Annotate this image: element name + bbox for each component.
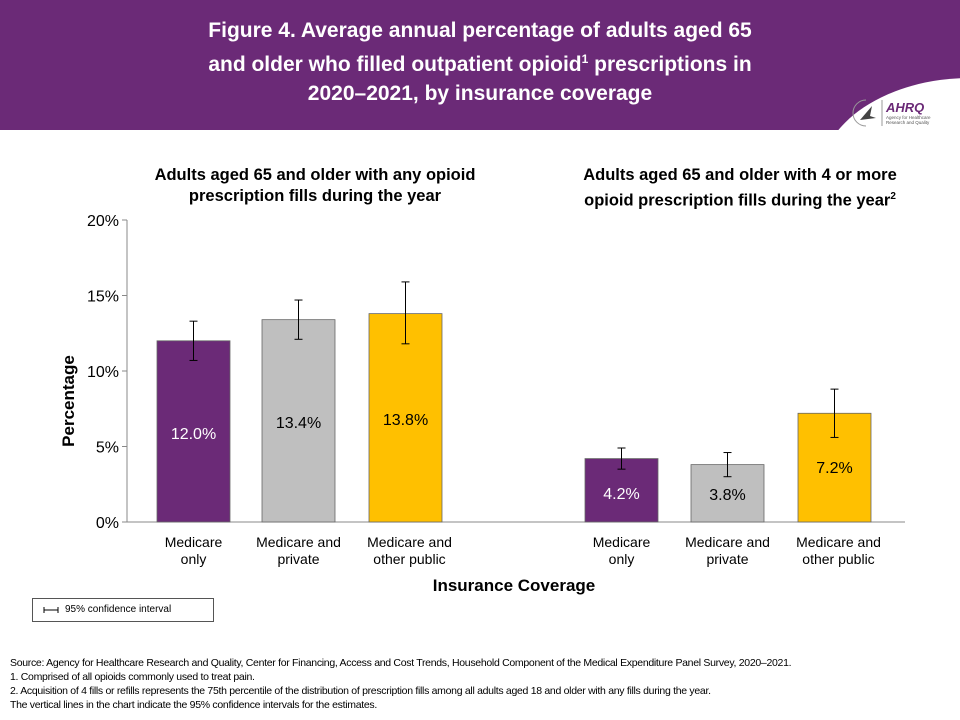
title-line: Figure 4. Average annual percentage of a… [208, 19, 752, 42]
title-sup: 1 [581, 52, 589, 66]
title-text: prescriptions in [588, 53, 752, 76]
header-background [0, 0, 960, 130]
header-banner [0, 0, 960, 130]
svg-text:AHRQ: AHRQ [885, 100, 924, 115]
panel-title-text: Adults aged 65 and older with 4 or more … [583, 166, 897, 210]
y-tick-label: 0% [96, 515, 119, 532]
x-tick-label: Medicare and [685, 534, 770, 550]
svg-text:Research and Quality: Research and Quality [886, 120, 930, 125]
data-label: 13.4% [276, 415, 321, 432]
bar [690, 464, 765, 523]
panel-title-any-fills: Adults aged 65 and older with any opioid… [154, 166, 476, 205]
x-tick-label: Medicare and [256, 534, 341, 550]
data-label: 13.8% [383, 412, 428, 429]
bar [261, 319, 336, 523]
svg-text:Agency for Healthcare: Agency for Healthcare [886, 115, 931, 120]
ci-legend-icon [43, 607, 59, 613]
footnote-3: The vertical lines in the chart indicate… [10, 699, 377, 711]
footnote-1: 1. Comprised of all opioids commonly use… [10, 671, 255, 683]
panel-title-sup: 2 [890, 191, 896, 202]
y-tick-label: 10% [87, 364, 119, 381]
title-line: and older who filled outpatient opioid1 … [150, 45, 810, 79]
x-tick-label: Medicare and [367, 534, 452, 550]
x-tick-label: Medicare [593, 534, 651, 550]
footnotes: Source: Agency for Healthcare Research a… [10, 656, 955, 712]
footnote-2: 2. Acquisition of 4 fills or refills rep… [10, 685, 711, 697]
x-tick-label: only [181, 551, 207, 567]
bar [156, 340, 231, 523]
x-tick-label: other public [802, 551, 874, 567]
x-tick-label: Medicare [165, 534, 223, 550]
x-tick-label: only [609, 551, 635, 567]
ahrq-logo: AHRQ Agency for Healthcare Research and … [852, 99, 931, 127]
panel-title-4plus-fills: Adults aged 65 and older with 4 or more … [570, 165, 910, 212]
title-line: 2020–2021, by insurance coverage [307, 82, 653, 105]
y-axis-label: Percentage [59, 355, 78, 447]
legend: 95% confidence interval [32, 598, 214, 622]
data-label: 3.8% [709, 487, 745, 504]
y-tick-label: 5% [96, 440, 119, 457]
x-axis-label: Insurance Coverage [433, 576, 596, 595]
y-tick-label: 20% [87, 213, 119, 230]
data-label: 4.2% [603, 486, 639, 503]
source-note: Source: Agency for Healthcare Research a… [10, 657, 792, 669]
chart-title: Figure 4. Average annual percentage of a… [150, 16, 810, 108]
legend-label: 95% confidence interval [65, 604, 172, 615]
title-text: and older who filled outpatient opioid [208, 53, 582, 76]
data-label: 7.2% [816, 460, 852, 477]
x-tick-label: Medicare and [796, 534, 881, 550]
bar [368, 313, 443, 523]
x-tick-label: other public [373, 551, 445, 567]
x-tick-label: private [706, 551, 748, 567]
y-tick-label: 15% [87, 289, 119, 306]
data-label: 12.0% [171, 426, 216, 443]
x-tick-label: private [277, 551, 319, 567]
